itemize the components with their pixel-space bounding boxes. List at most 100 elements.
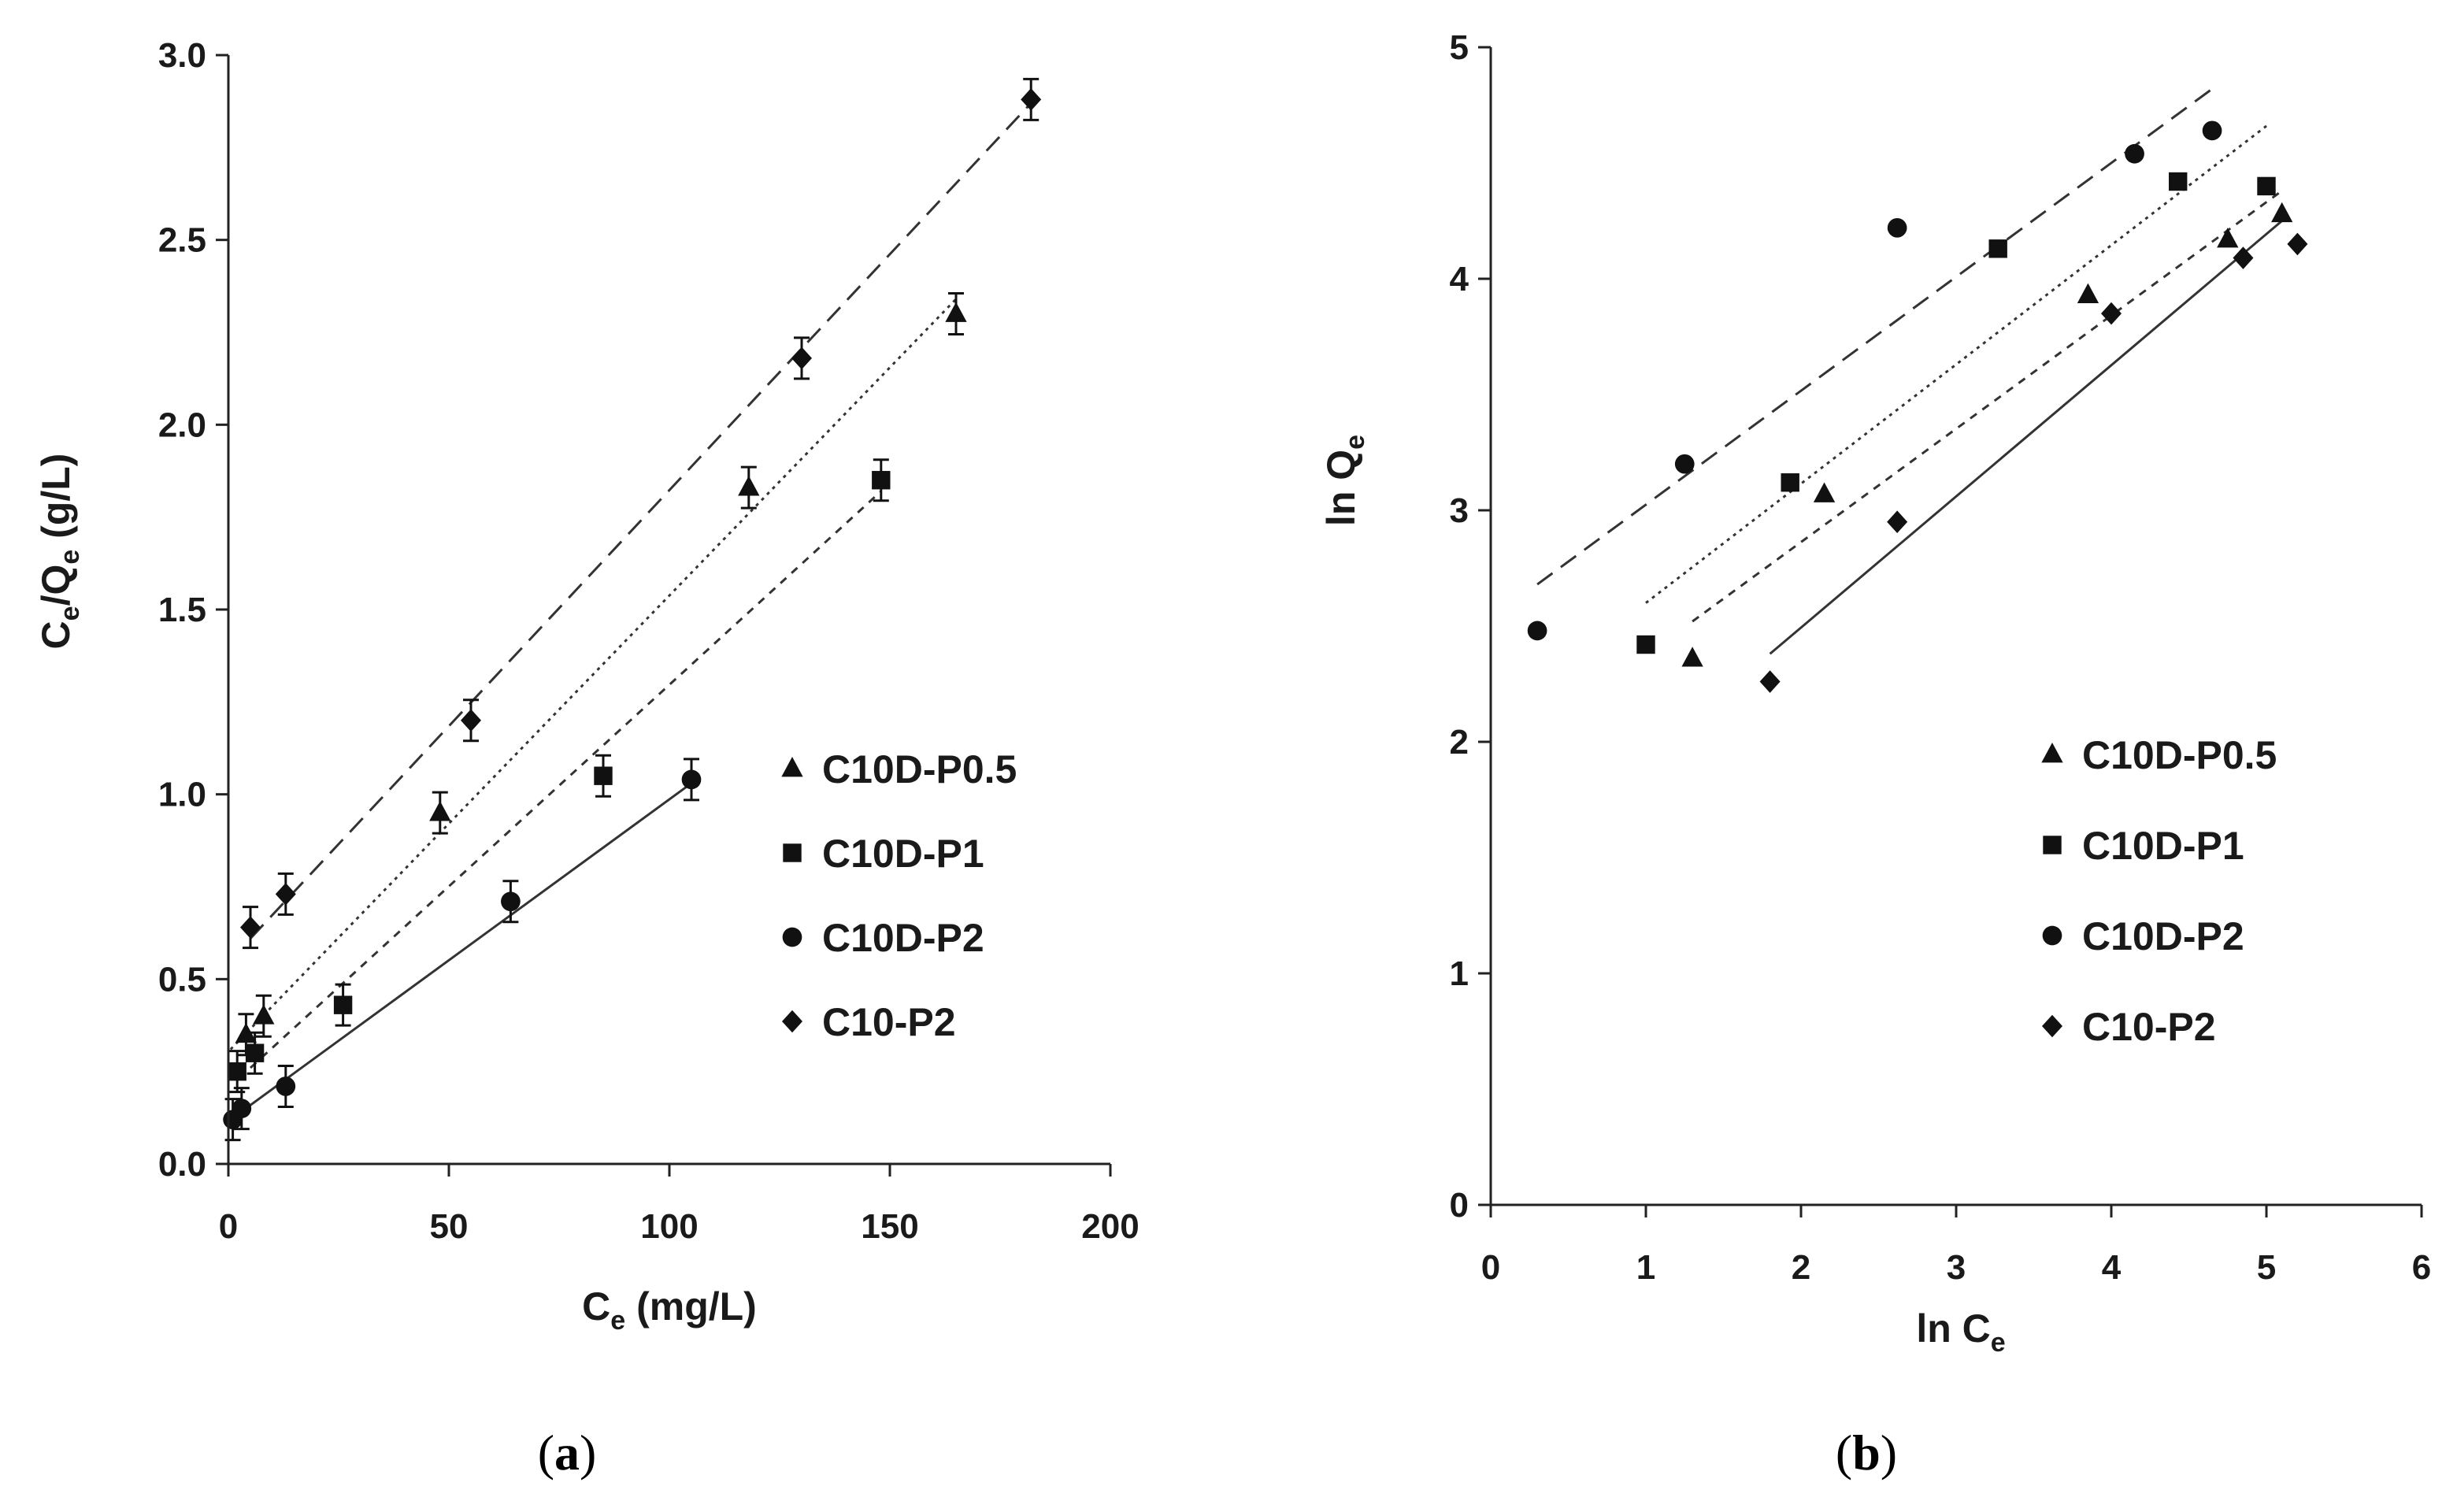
chart-a-legend-label-c10-p2: C10-P2 <box>822 1000 956 1044</box>
chart-a-point-c10d-p0-5 <box>945 302 967 322</box>
chart-a-y-tick-label: 1.5 <box>158 591 206 629</box>
chart-a-point-c10-p2 <box>791 346 812 370</box>
chart-a-markers <box>223 77 1042 1142</box>
chart-a-fit-lines <box>229 102 1032 1121</box>
chart-b-legend-label-c10d-p0-5: C10D-P0.5 <box>2082 733 2277 777</box>
chart-a-panel-label: (a) <box>538 1425 597 1480</box>
chart-b-legend-marker-c10d-p0-5 <box>2041 743 2063 763</box>
chart-b-y-tick-label: 1 <box>1450 954 1469 993</box>
chart-b-y-label: ln Qe <box>1319 435 1370 526</box>
chart-b-point-c10d-p0-5 <box>2217 228 2239 248</box>
chart-a-x-label: Ce (mg/L) <box>582 1284 757 1336</box>
chart-a-x-tick-label: 50 <box>430 1207 469 1246</box>
chart-b-point-c10-p2 <box>2287 232 2308 256</box>
chart-a-fit-c10d-p2 <box>229 782 692 1121</box>
chart-a-point-c10d-p0-5 <box>738 476 760 496</box>
chart-a-legend-label-c10d-p2: C10D-P2 <box>822 916 984 960</box>
chart-a-fit-c10d-p0-5 <box>229 298 958 1051</box>
chart-b-point-c10d-p1 <box>1781 473 1799 492</box>
chart-b-ticks: 0 1 2 3 4 5 0 1 2 3 4 5 6 <box>1450 28 2432 1287</box>
chart-b-x-label: ln Ce <box>1916 1306 2005 1358</box>
chart-a-point-c10d-p2 <box>276 1077 296 1096</box>
chart-b-x-tick-label: 1 <box>1636 1248 1655 1287</box>
chart-a-point-c10d-p0-5 <box>235 1022 258 1043</box>
chart-a-legend-marker-c10d-p0-5 <box>781 757 803 777</box>
chart-b-legend: C10D-P0.5 C10D-P1 C10D-P2 C10-P2 <box>2041 733 2277 1049</box>
chart-b-x-tick-label: 4 <box>2102 1248 2122 1287</box>
chart-a-y-tick-label: 3.0 <box>158 36 206 75</box>
chart-a-x-tick-label: 0 <box>219 1207 238 1246</box>
chart-a: 0.0 0.5 1.0 1.5 2.0 2.5 3.0 0 50 100 150 200 Ce (mg… <box>34 36 1140 1480</box>
chart-a-point-c10d-p1 <box>333 995 353 1014</box>
chart-b-y-tick-label: 3 <box>1450 491 1469 530</box>
chart-b-x-tick-label: 0 <box>1481 1248 1500 1287</box>
chart-b-point-c10d-p2 <box>2125 143 2144 164</box>
chart-b-point-c10d-p0-5 <box>2271 202 2293 223</box>
chart-b-fit-c10d-p0-5 <box>1692 190 2283 623</box>
chart-a-x-tick-label: 100 <box>640 1207 698 1246</box>
chart-b-y-tick-label: 2 <box>1450 723 1469 762</box>
chart-a-legend-marker-c10-p2 <box>782 1010 802 1033</box>
chart-b-point-c10d-p2 <box>2202 120 2222 141</box>
chart-b-legend-label-c10d-p2: C10D-P2 <box>2082 914 2244 958</box>
chart-a-legend-marker-c10d-p2 <box>782 927 802 947</box>
chart-b-legend-label-c10d-p1: C10D-P1 <box>2082 824 2244 868</box>
chart-b-point-c10-p2 <box>2101 302 2122 325</box>
chart-a-ticks: 0.0 0.5 1.0 1.5 2.0 2.5 3.0 0 50 100 150 200 <box>158 36 1140 1246</box>
chart-b-point-c10d-p1 <box>2257 176 2276 196</box>
chart-a-x-tick-label: 150 <box>861 1207 918 1246</box>
chart-b-fit-lines <box>1536 87 2283 655</box>
chart-b-point-c10d-p1 <box>2169 172 2188 191</box>
chart-a-point-c10-p2 <box>461 709 481 732</box>
chart-b-point-c10d-p1 <box>1988 239 2007 258</box>
chart-a-y-tick-label: 1.0 <box>158 776 206 814</box>
chart-a-y-tick-label: 0.0 <box>158 1145 206 1184</box>
chart-b-point-c10d-p2 <box>1527 621 1547 641</box>
chart-b-markers <box>1527 120 2308 693</box>
chart-b-point-c10-p2 <box>1759 670 1781 693</box>
chart-b-point-c10-p2 <box>1887 510 1908 533</box>
chart-b-point-c10d-p2 <box>1674 454 1695 474</box>
chart-b-point-c10d-p0-5 <box>1681 647 1703 667</box>
chart-a-y-label: Ce/Qe (g/L) <box>34 454 85 650</box>
chart-a-point-c10-p2 <box>240 916 261 939</box>
chart-a-point-c10d-p1 <box>594 766 613 785</box>
chart-a-y-tick-label: 2.5 <box>158 221 206 260</box>
chart-b-fit-c10d-p1 <box>1645 124 2267 604</box>
chart-a-point-c10-p2 <box>275 883 296 906</box>
chart-b-legend-marker-c10d-p2 <box>2042 925 2062 946</box>
chart-a-x-tick-label: 200 <box>1081 1207 1139 1246</box>
chart-b-fit-c10-p2 <box>1769 220 2283 655</box>
chart-a-fit-c10-p2 <box>249 102 1032 939</box>
chart-b-point-c10d-p2 <box>1887 217 1907 238</box>
chart-b-x-tick-label: 3 <box>1947 1248 1966 1287</box>
chart-a-point-c10d-p0-5 <box>253 1004 275 1025</box>
chart-a-legend-label-c10d-p0-5: C10D-P0.5 <box>822 747 1017 791</box>
chart-a-y-tick-label: 0.5 <box>158 960 206 999</box>
chart-a-point-c10d-p1 <box>228 1062 246 1081</box>
chart-a-point-c10d-p2 <box>501 891 521 912</box>
chart-b-y-tick-label: 5 <box>1450 28 1469 67</box>
chart-b-point-c10d-p0-5 <box>1813 482 1836 502</box>
chart-b-legend-marker-c10-p2 <box>2042 1014 2062 1038</box>
chart-a-legend-label-c10d-p1: C10D-P1 <box>822 832 984 876</box>
chart-b-y-tick-label: 0 <box>1450 1186 1469 1225</box>
chart-a-point-c10d-p1 <box>245 1043 265 1062</box>
chart-a-point-c10-p2 <box>1021 88 1042 111</box>
chart-a-fit-c10d-p1 <box>249 490 882 1069</box>
chart-a-legend-marker-c10d-p1 <box>783 843 802 862</box>
chart-b-legend-label-c10-p2: C10-P2 <box>2082 1005 2216 1049</box>
chart-b-point-c10-p2 <box>2233 246 2254 269</box>
chart-b-fit-c10d-p2 <box>1536 87 2213 586</box>
chart-b-x-tick-label: 5 <box>2257 1248 2276 1287</box>
chart-a-point-c10d-p2 <box>232 1099 252 1118</box>
chart-b-x-tick-label: 6 <box>2412 1248 2431 1287</box>
chart-b-legend-marker-c10d-p1 <box>2043 836 2062 854</box>
chart-a-point-c10d-p0-5 <box>429 801 451 821</box>
chart-b-x-tick-label: 2 <box>1792 1248 1810 1287</box>
chart-b-y-tick-label: 4 <box>1450 260 1469 298</box>
chart-a-y-tick-label: 2.0 <box>158 406 206 444</box>
chart-a-point-c10d-p1 <box>872 471 891 490</box>
